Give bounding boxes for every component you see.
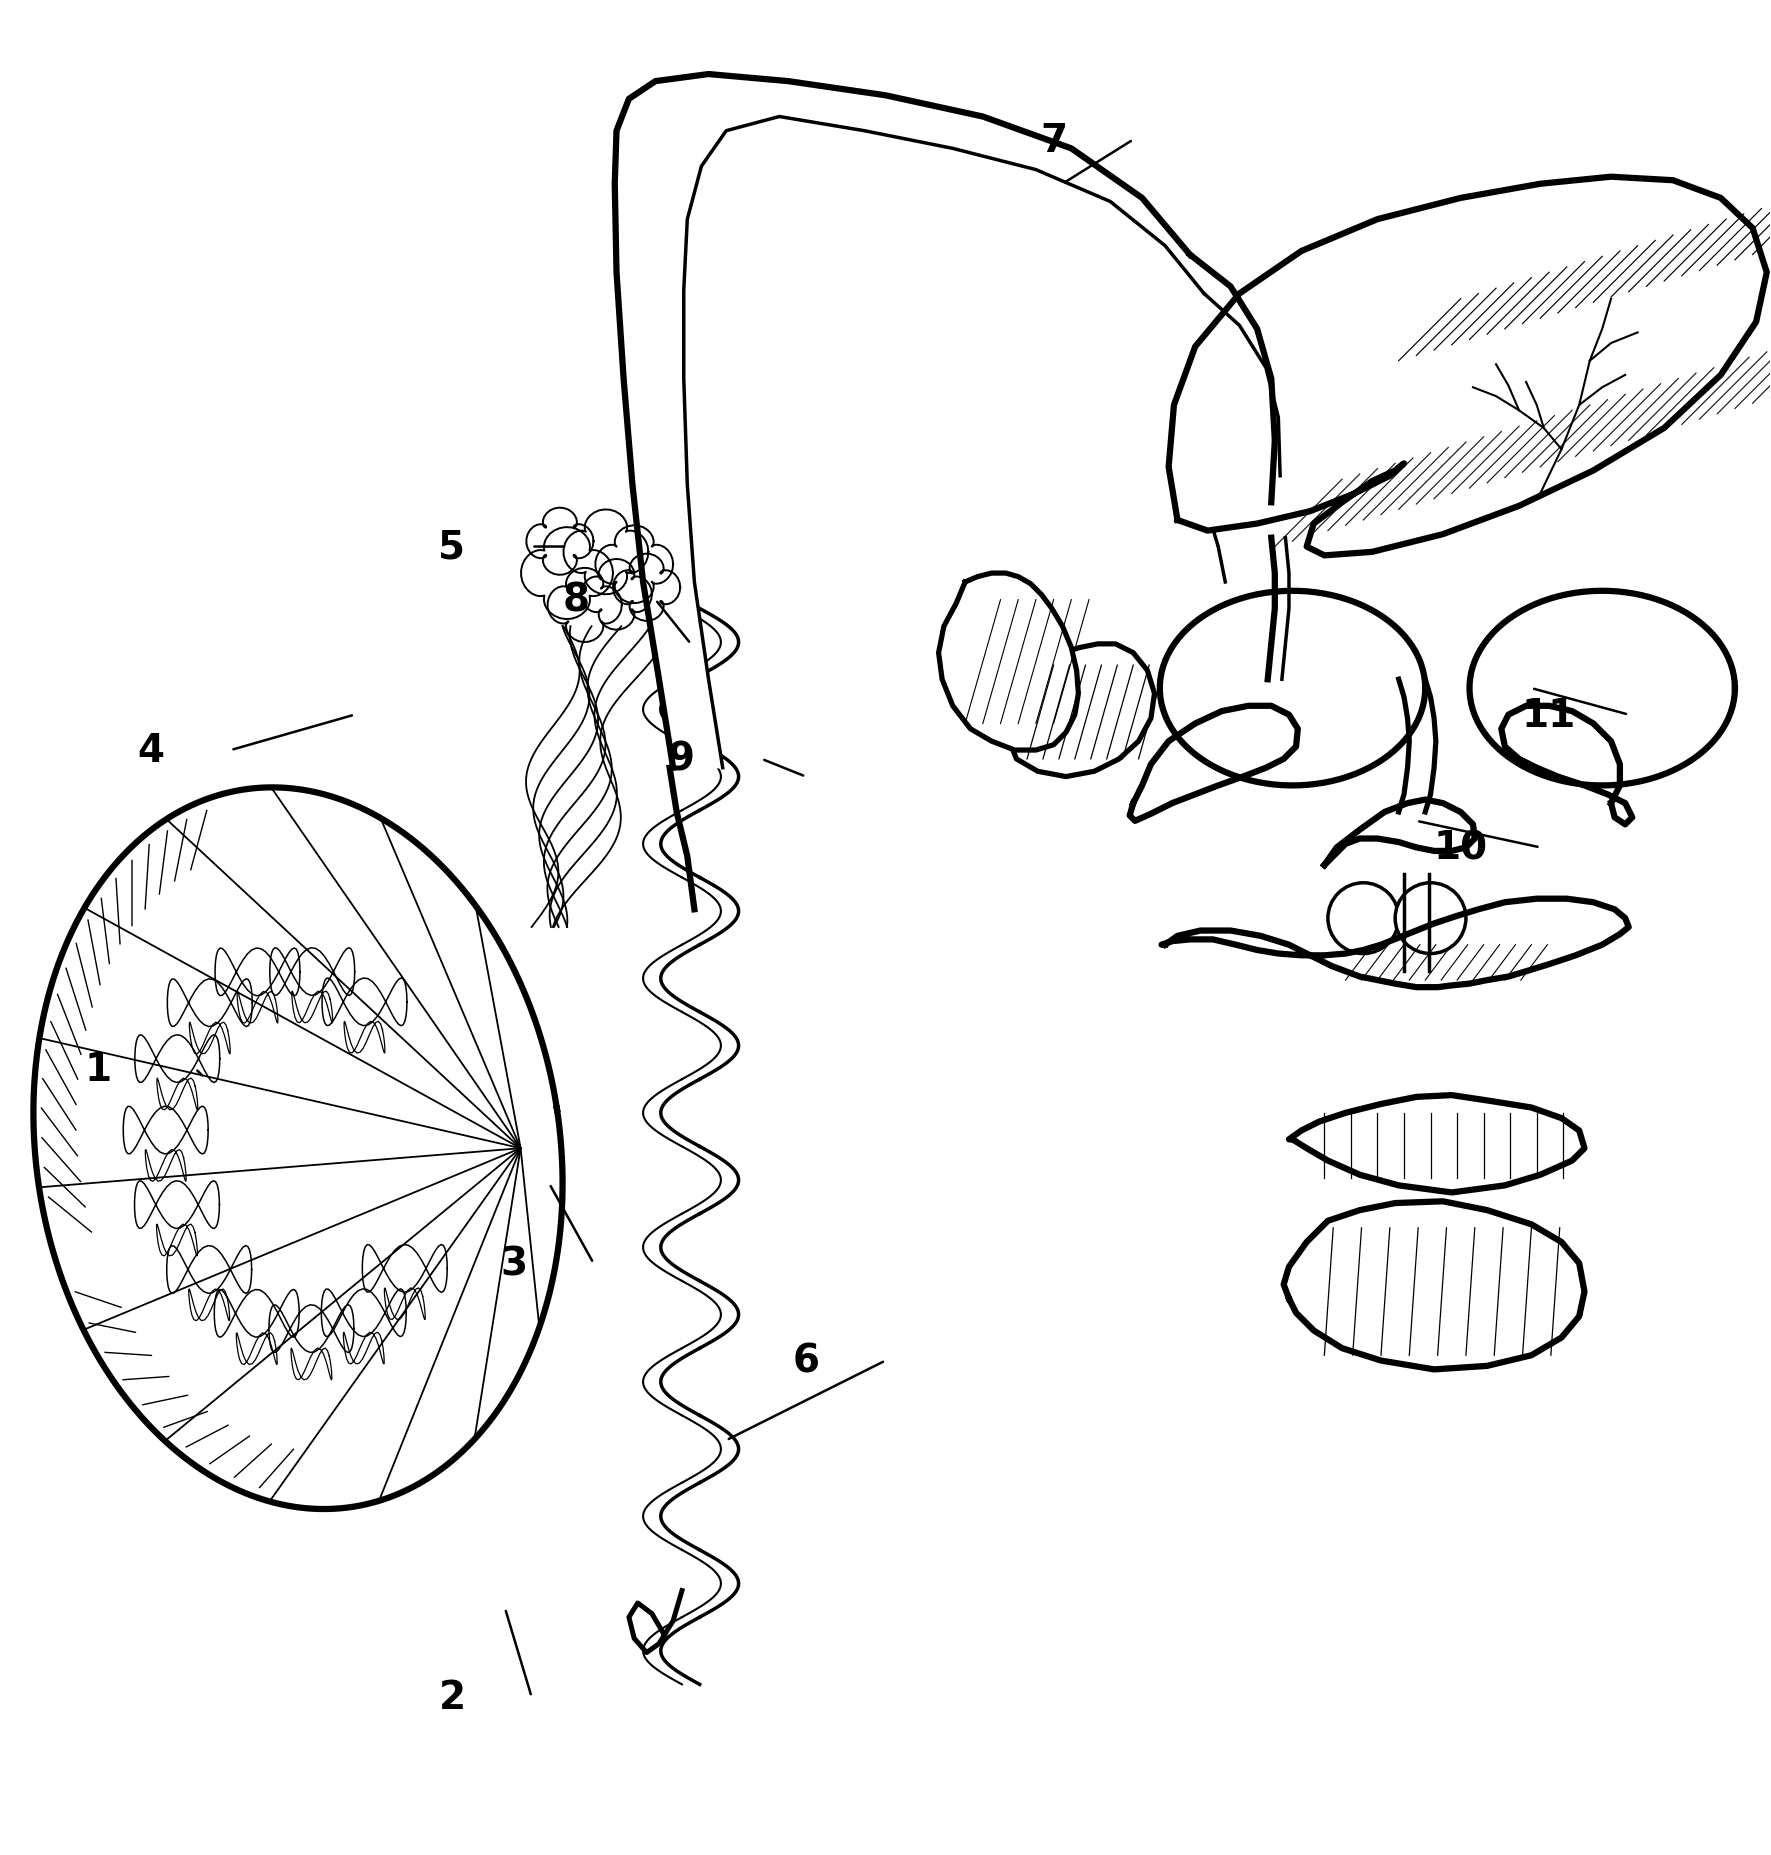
- Circle shape: [1328, 883, 1399, 953]
- Polygon shape: [1289, 1096, 1585, 1193]
- Text: 4: 4: [138, 731, 165, 770]
- Polygon shape: [1169, 178, 1767, 556]
- Polygon shape: [581, 560, 652, 631]
- Polygon shape: [526, 508, 593, 575]
- Polygon shape: [1130, 707, 1298, 822]
- Polygon shape: [595, 527, 673, 603]
- Polygon shape: [939, 573, 1079, 751]
- Polygon shape: [1502, 707, 1633, 825]
- Polygon shape: [1160, 592, 1426, 787]
- Polygon shape: [521, 529, 613, 620]
- Polygon shape: [1006, 644, 1155, 777]
- Text: 10: 10: [1433, 829, 1488, 866]
- Polygon shape: [1325, 800, 1475, 866]
- Polygon shape: [1470, 592, 1736, 787]
- Polygon shape: [613, 555, 680, 621]
- Polygon shape: [547, 568, 622, 642]
- Text: 2: 2: [439, 1679, 466, 1716]
- Polygon shape: [615, 74, 1204, 768]
- Text: 6: 6: [792, 1341, 820, 1380]
- Text: 5: 5: [439, 529, 466, 566]
- Polygon shape: [1162, 900, 1629, 987]
- Text: 3: 3: [501, 1245, 528, 1282]
- Text: 11: 11: [1521, 696, 1576, 735]
- Text: 8: 8: [563, 581, 590, 620]
- Polygon shape: [34, 788, 563, 1510]
- Polygon shape: [1284, 1202, 1585, 1369]
- Circle shape: [1396, 883, 1466, 953]
- Text: 7: 7: [1040, 121, 1068, 160]
- Polygon shape: [563, 510, 648, 595]
- Text: 9: 9: [668, 740, 696, 779]
- Text: 1: 1: [85, 1050, 112, 1089]
